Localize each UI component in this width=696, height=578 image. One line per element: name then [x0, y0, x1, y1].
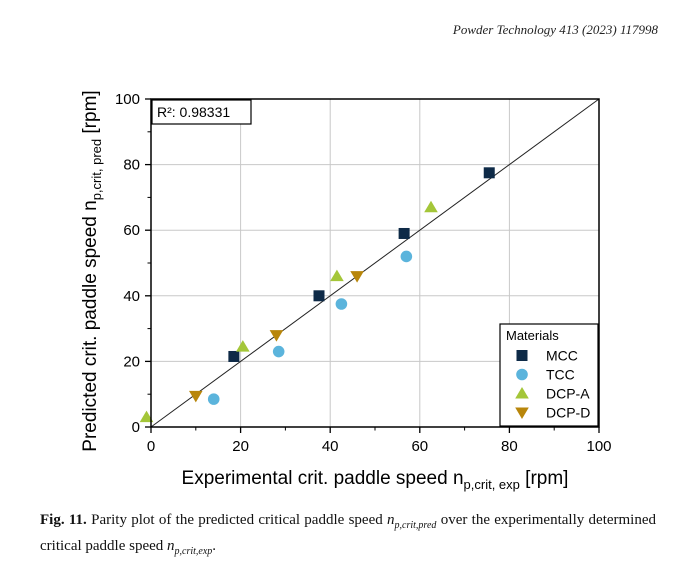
- journal-header: Powder Technology 413 (2023) 117998: [452, 22, 658, 37]
- data-point-tcc: [335, 298, 348, 310]
- caption-text-3: .: [212, 538, 217, 554]
- x-tick-label: 100: [586, 438, 611, 455]
- legend-marker-tcc: [516, 368, 528, 381]
- data-point-mcc: [313, 290, 325, 302]
- y-tick-label: 100: [115, 91, 140, 108]
- legend-marker-mcc: [516, 350, 528, 361]
- caption-math-2: np,crit,exp: [167, 538, 213, 557]
- caption-text-1: Parity plot of the predicted critical pa…: [86, 512, 388, 528]
- caption-math-2-sub: p,crit,exp: [174, 546, 213, 557]
- legend-marker-dcp-a: [515, 387, 529, 399]
- r2-box: [151, 99, 252, 125]
- data-point-mcc: [483, 167, 495, 179]
- legend-label-dcp-a: DCP-A: [546, 386, 590, 402]
- y-tick-label: 80: [123, 157, 140, 174]
- legend-marker-dcp-d: [515, 407, 529, 419]
- caption-math-1-sub: p,crit,pred: [394, 520, 437, 531]
- parity-line: [150, 98, 600, 428]
- x-tick-label: 60: [411, 438, 428, 455]
- r2-label: R²: 0.98331: [157, 104, 230, 120]
- y-tick-label: 0: [132, 419, 140, 436]
- y-axis-title-unit: [rpm]: [80, 90, 101, 139]
- data-point-dcp-d: [269, 330, 284, 342]
- data-point-tcc: [272, 345, 285, 358]
- caption-label: Fig. 11.: [40, 512, 87, 528]
- x-tick-label: 0: [147, 438, 155, 455]
- data-point-tcc: [400, 250, 413, 263]
- data-point-dcp-d: [350, 271, 364, 283]
- data-point-dcp-a: [236, 340, 250, 352]
- x-axis-title-unit: [rpm]: [520, 468, 569, 489]
- x-tick-label: 40: [322, 438, 339, 455]
- data-point-mcc: [228, 350, 240, 362]
- data-point-dcp-a: [424, 200, 438, 213]
- y-tick-label: 60: [123, 222, 140, 239]
- caption-math-1-base: n: [387, 512, 395, 528]
- x-tick-label: 20: [232, 438, 249, 455]
- parity-chart: 00 20 20 40 40 60 60 80 80 100 100 R²: 0.98331 Mat…: [80, 90, 612, 492]
- x-tick-label: 80: [501, 438, 518, 455]
- figure-caption: Fig. 11. Parity plot of the predicted cr…: [40, 510, 656, 562]
- data-point-mcc: [398, 227, 410, 239]
- y-axis-title-sub: p,crit, pred: [89, 139, 104, 200]
- y-tick-label: 20: [123, 353, 140, 370]
- y-tick-label: 40: [123, 288, 140, 305]
- x-axis-title: Experimental crit. paddle speed np,crit,…: [182, 468, 569, 492]
- legend-title: Materials: [506, 328, 559, 343]
- caption-math-2-base: n: [167, 538, 175, 554]
- axis-ticks: 00 20 20 40 40 60 60 80 80 100 100: [115, 91, 612, 455]
- y-axis-title: Predicted crit. paddle speed np,crit, pr…: [80, 90, 104, 451]
- r2-annotation: R²: 0.98331: [151, 99, 252, 125]
- x-axis-title-sub: p,crit, exp: [464, 477, 520, 492]
- data-points: [139, 167, 495, 423]
- legend-label-mcc: MCC: [546, 348, 578, 364]
- caption-text-2: over the experimentally determined criti…: [40, 512, 657, 554]
- data-point-tcc: [207, 393, 220, 405]
- legend-label-tcc: TCC: [546, 367, 575, 383]
- x-axis-title-main: Experimental crit. paddle speed n: [182, 468, 464, 489]
- caption-math-1: np,crit,pred: [387, 512, 437, 531]
- legend-items: MCC TCC DCP-A DCP-D: [515, 348, 590, 421]
- y-axis-title-main: Predicted crit. paddle speed n: [80, 200, 101, 451]
- data-point-dcp-a: [330, 269, 344, 282]
- data-point-dcp-d: [189, 390, 203, 403]
- data-point-dcp-a: [139, 410, 154, 423]
- legend: Materials MCC TCC DCP-A DCP-D: [499, 323, 599, 427]
- legend-label-dcp-d: DCP-D: [546, 405, 590, 421]
